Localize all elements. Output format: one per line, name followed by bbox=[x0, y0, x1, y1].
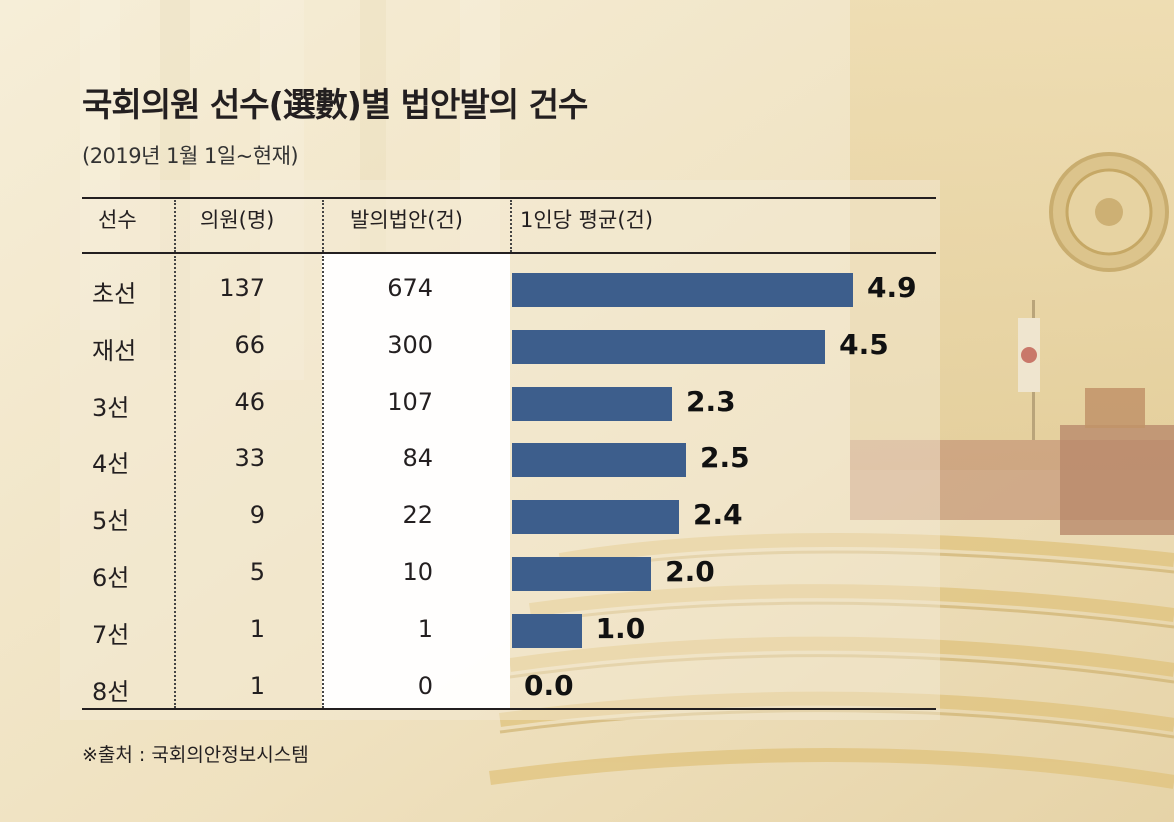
average-value-label: 0.0 bbox=[524, 668, 574, 702]
bills-count: 84 bbox=[402, 444, 433, 473]
column-separator bbox=[510, 200, 512, 252]
bills-count: 674 bbox=[387, 274, 433, 302]
rank-label: 3선 bbox=[92, 393, 130, 422]
average-value-label: 2.4 bbox=[693, 498, 743, 532]
table-bottom-rule bbox=[82, 708, 936, 710]
average-value-label: 4.5 bbox=[839, 327, 889, 361]
average-value-label: 4.9 bbox=[867, 271, 917, 304]
average-bar bbox=[512, 500, 680, 535]
header-average: 1인당 평균(건) bbox=[520, 208, 654, 232]
rank-label: 7선 bbox=[92, 620, 130, 649]
table-header-rule bbox=[82, 252, 936, 254]
members-count: 33 bbox=[234, 444, 265, 473]
column-separator bbox=[174, 200, 176, 252]
average-bar bbox=[512, 273, 853, 307]
rank-label: 4선 bbox=[92, 450, 130, 479]
average-value-label: 2.3 bbox=[686, 384, 736, 418]
rank-label: 재선 bbox=[92, 336, 137, 365]
bills-count: 22 bbox=[402, 501, 433, 530]
bills-count: 1 bbox=[417, 614, 433, 643]
source-note: ※출처 : 국회의안정보시스템 bbox=[82, 744, 309, 766]
column-separator bbox=[322, 200, 324, 252]
members-count: 66 bbox=[234, 330, 265, 359]
average-bar bbox=[512, 329, 826, 364]
rank-label: 5선 bbox=[92, 507, 130, 536]
average-bar bbox=[512, 557, 652, 591]
average-bar bbox=[512, 613, 582, 648]
members-count: 1 bbox=[249, 671, 265, 700]
header-members: 의원(명) bbox=[200, 208, 275, 232]
bills-count: 0 bbox=[417, 671, 433, 700]
members-count: 46 bbox=[234, 387, 265, 416]
column-separator bbox=[174, 256, 176, 708]
bills-count: 300 bbox=[387, 330, 433, 359]
table-white-panel bbox=[322, 254, 510, 709]
members-count: 1 bbox=[249, 614, 265, 643]
average-bar bbox=[512, 386, 673, 421]
average-value-label: 1.0 bbox=[595, 611, 646, 645]
header-rank: 선수 bbox=[98, 208, 137, 232]
table-top-rule bbox=[82, 197, 936, 199]
date-range-subtitle: (2019년 1월 1일~현재) bbox=[82, 144, 299, 168]
rank-label: 8선 bbox=[92, 677, 130, 706]
page-title: 국회의원 선수(選數)별 법안발의 건수 bbox=[82, 85, 588, 124]
rank-label: 초선 bbox=[92, 280, 137, 308]
members-count: 9 bbox=[249, 501, 265, 530]
rank-label: 6선 bbox=[92, 564, 130, 592]
average-value-label: 2.5 bbox=[699, 441, 750, 475]
column-separator bbox=[322, 256, 324, 708]
average-bar bbox=[512, 443, 686, 478]
members-count: 137 bbox=[219, 274, 265, 302]
bills-count: 107 bbox=[387, 387, 433, 416]
members-count: 5 bbox=[249, 558, 265, 586]
average-value-label: 2.0 bbox=[665, 555, 715, 588]
bills-count: 10 bbox=[402, 558, 433, 586]
header-bills: 발의법안(건) bbox=[350, 208, 463, 232]
